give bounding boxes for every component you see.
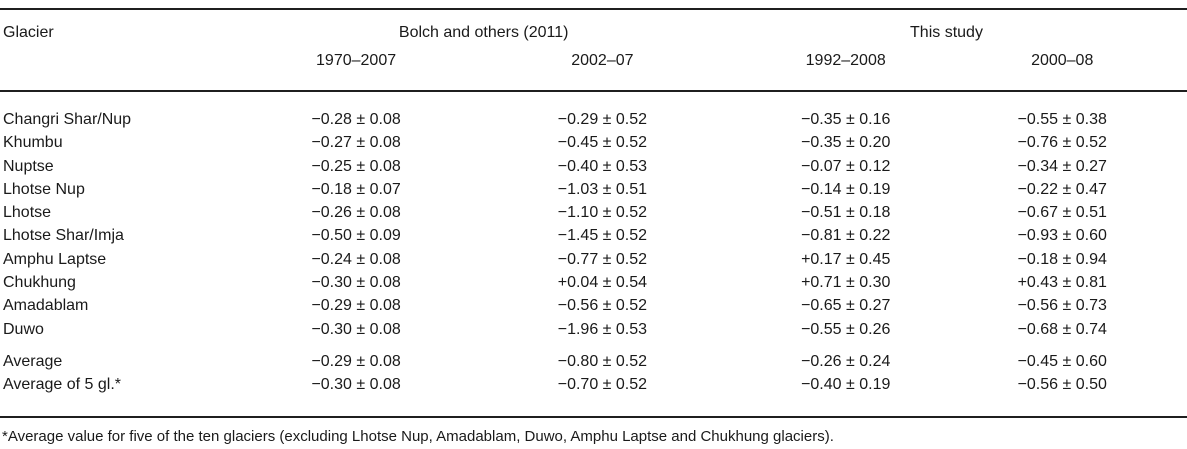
value-cell: −0.50 ± 0.09 <box>311 227 401 245</box>
value-cell: −0.27 ± 0.08 <box>311 134 401 152</box>
value-cell: −0.56 ± 0.73 <box>1017 297 1107 315</box>
average-row: Average −0.29 ± 0.08 −0.80 ± 0.52 −0.26 … <box>0 341 1187 373</box>
glacier-name-cell: Average of 5 gl.* <box>3 376 122 394</box>
value-cell: −0.30 ± 0.08 <box>311 320 401 338</box>
value-cell: −0.56 ± 0.50 <box>1017 376 1107 394</box>
value-cell: −0.76 ± 0.52 <box>1017 134 1107 152</box>
value-cell: −0.45 ± 0.60 <box>1017 352 1107 370</box>
value-cell: −0.34 ± 0.27 <box>1017 157 1107 175</box>
value-cell: −0.24 ± 0.08 <box>311 250 401 268</box>
value-cell: +0.17 ± 0.45 <box>801 250 891 268</box>
table-body: Changri Shar/Nup −0.28 ± 0.08 −0.29 ± 0.… <box>0 91 1187 417</box>
value-cell: −0.29 ± 0.52 <box>557 111 648 128</box>
value-cell: −0.29 ± 0.08 <box>311 297 401 315</box>
glacier-name-cell: Duwo <box>3 320 44 338</box>
period-header-2000-08: 2000–08 <box>961 44 1187 92</box>
value-cell: −1.03 ± 0.51 <box>557 180 648 198</box>
value-cell: +0.71 ± 0.30 <box>801 274 891 292</box>
value-cell: −0.07 ± 0.12 <box>801 157 891 175</box>
group-header-row: Glacier Bolch and others (2011) This stu… <box>0 9 1187 92</box>
glacier-row: Amadablam −0.29 ± 0.08 −0.56 ± 0.52 −0.6… <box>0 294 1187 317</box>
glacier-name-cell: Lhotse <box>3 204 52 222</box>
value-cell: −0.55 ± 0.38 <box>1017 111 1107 128</box>
glacier-name-cell: Lhotse Nup <box>3 180 85 198</box>
value-cell: −0.18 ± 0.94 <box>1017 250 1107 268</box>
value-cell: −0.77 ± 0.52 <box>557 250 648 268</box>
glacier-row: Amphu Laptse −0.24 ± 0.08 −0.77 ± 0.52 +… <box>0 248 1187 271</box>
glacier-row: Nuptse −0.25 ± 0.08 −0.40 ± 0.53 −0.07 ±… <box>0 155 1187 178</box>
value-cell: −0.93 ± 0.60 <box>1017 227 1107 245</box>
period-header-row: 1970–2007 2002–07 1992–2008 2000–08 <box>0 44 1187 92</box>
glacier-mass-balance-table: Glacier Bolch and others (2011) This stu… <box>0 8 1187 418</box>
glacier-row: Khumbu −0.27 ± 0.08 −0.45 ± 0.52 −0.35 ±… <box>0 131 1187 154</box>
value-cell: −0.51 ± 0.18 <box>801 204 891 222</box>
glacier-name-cell: Amadablam <box>3 297 89 315</box>
value-cell: −0.45 ± 0.52 <box>557 134 648 152</box>
value-cell: −0.30 ± 0.08 <box>311 274 401 292</box>
value-cell: −0.80 ± 0.52 <box>557 352 648 370</box>
value-cell: −0.40 ± 0.53 <box>557 157 648 175</box>
value-cell: −0.35 ± 0.16 <box>801 111 891 128</box>
value-cell: −0.26 ± 0.08 <box>311 204 401 222</box>
table-footnote: *Average value for five of the ten glaci… <box>2 427 834 445</box>
value-cell: −1.10 ± 0.52 <box>557 204 648 222</box>
average-of-5-row: Average of 5 gl.* −0.30 ± 0.08 −0.70 ± 0… <box>0 373 1187 416</box>
value-cell: −0.81 ± 0.22 <box>801 227 891 245</box>
glacier-name-cell: Lhotse Shar/Imja <box>3 227 124 245</box>
value-cell: −1.45 ± 0.52 <box>557 227 648 245</box>
value-cell: −0.14 ± 0.19 <box>801 180 891 198</box>
value-cell: −0.68 ± 0.74 <box>1017 320 1107 338</box>
value-cell: −0.18 ± 0.07 <box>311 180 401 198</box>
value-cell: −0.22 ± 0.47 <box>1017 180 1107 198</box>
value-cell: −0.35 ± 0.20 <box>801 134 891 152</box>
value-cell: −0.30 ± 0.08 <box>311 376 401 394</box>
period-header-1970-2007: 1970–2007 <box>237 44 475 92</box>
value-cell: −0.56 ± 0.52 <box>557 297 648 315</box>
glacier-name-cell: Chukhung <box>3 274 76 292</box>
glacier-row: Changri Shar/Nup −0.28 ± 0.08 −0.29 ± 0.… <box>0 91 1187 131</box>
value-cell: −1.96 ± 0.53 <box>557 320 648 338</box>
value-cell: +0.43 ± 0.81 <box>1017 274 1107 292</box>
value-cell: −0.29 ± 0.08 <box>311 352 401 370</box>
column-header-glacier: Glacier <box>0 9 238 92</box>
value-cell: −0.40 ± 0.19 <box>801 376 891 394</box>
value-cell: +0.04 ± 0.54 <box>557 274 648 292</box>
value-cell: −0.28 ± 0.08 <box>311 111 401 128</box>
value-cell: −0.70 ± 0.52 <box>557 376 648 394</box>
value-cell: −0.25 ± 0.08 <box>311 157 401 175</box>
group-header-this-study: This study <box>910 24 983 41</box>
glacier-name-cell: Nuptse <box>3 157 54 175</box>
value-cell: −0.55 ± 0.26 <box>801 320 891 338</box>
value-cell: −0.67 ± 0.51 <box>1017 204 1107 222</box>
glacier-name-cell: Amphu Laptse <box>3 250 107 268</box>
group-header-bolch-2011: Bolch and others (2011) <box>398 24 569 41</box>
glacier-row: Chukhung −0.30 ± 0.08 +0.04 ± 0.54 +0.71… <box>0 271 1187 294</box>
period-header-2002-07: 2002–07 <box>474 44 730 92</box>
value-cell: −0.26 ± 0.24 <box>801 352 891 370</box>
glacier-name-cell: Khumbu <box>3 134 63 152</box>
value-cell: −0.65 ± 0.27 <box>801 297 891 315</box>
glacier-name-cell: Average <box>3 352 63 370</box>
glacier-row: Lhotse −0.26 ± 0.08 −1.10 ± 0.52 −0.51 ±… <box>0 201 1187 224</box>
table-header: Glacier Bolch and others (2011) This stu… <box>0 9 1187 92</box>
glacier-row: Lhotse Shar/Imja −0.50 ± 0.09 −1.45 ± 0.… <box>0 224 1187 247</box>
glacier-row: Duwo −0.30 ± 0.08 −1.96 ± 0.53 −0.55 ± 0… <box>0 318 1187 341</box>
period-header-1992-2008: 1992–2008 <box>729 44 962 92</box>
glacier-row: Lhotse Nup −0.18 ± 0.07 −1.03 ± 0.51 −0.… <box>0 178 1187 201</box>
glacier-name-cell: Changri Shar/Nup <box>3 111 132 128</box>
